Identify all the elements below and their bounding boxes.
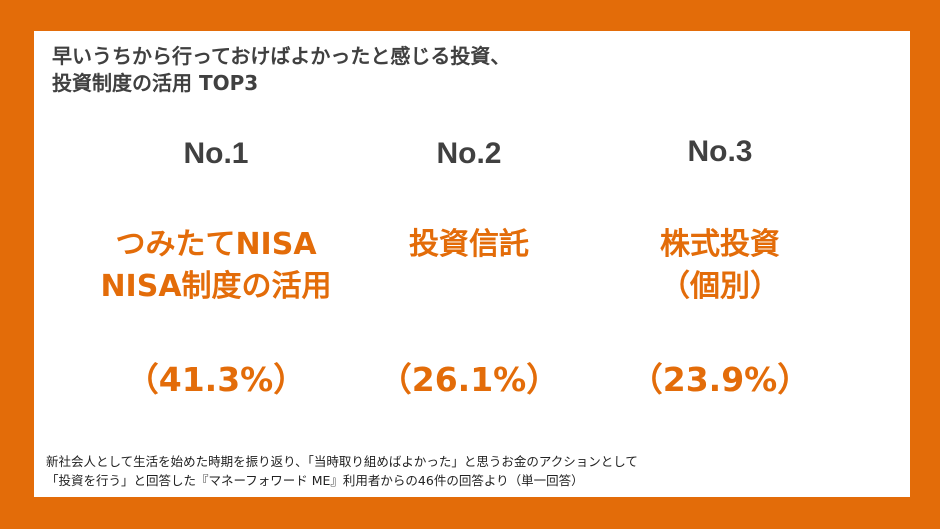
title-line-1: 早いうちから行っておけばよかったと感じる投資、 bbox=[52, 44, 511, 68]
rank-item-name-line-1: 株式投資 bbox=[660, 227, 780, 262]
title-line-2: 投資制度の活用 TOP3 bbox=[52, 71, 259, 95]
rank-item-name-line-1: 投資信託 bbox=[409, 227, 529, 262]
rank-number: No.1 bbox=[183, 137, 249, 170]
rank-item-name-line-1: つみたてNISA bbox=[115, 227, 317, 262]
survey-note-line-2: 「投資を行う」と回答した『マネーフォワード ME』利用者からの46件の回答より（… bbox=[46, 473, 584, 488]
rank-item-name-line-2: （個別） bbox=[660, 269, 780, 304]
rank-number: No.2 bbox=[436, 137, 502, 170]
rank-item-name: 株式投資 （個別） bbox=[575, 224, 865, 308]
rank-item-name-line-2: NISA制度の活用 bbox=[100, 269, 332, 304]
rank-item-name: つみたてNISA NISA制度の活用 bbox=[71, 224, 361, 308]
rank-percent: （26.1%） bbox=[378, 360, 560, 399]
survey-note-line-1: 新社会人として生活を始めた時期を振り返り、「当時取り組めばよかった」と思うお金の… bbox=[46, 454, 638, 469]
survey-note: 新社会人として生活を始めた時期を振り返り、「当時取り組めばよかった」と思うお金の… bbox=[46, 452, 638, 490]
rank-percent: （23.9%） bbox=[629, 360, 811, 399]
page-title: 早いうちから行っておけばよかったと感じる投資、 投資制度の活用 TOP3 bbox=[52, 43, 510, 97]
rank-number: No.3 bbox=[687, 135, 753, 168]
rank-item-name: 投資信託 bbox=[324, 224, 614, 266]
rank-percent: （41.3%） bbox=[125, 360, 307, 399]
content-card: 早いうちから行っておけばよかったと感じる投資、 投資制度の活用 TOP3 No.… bbox=[34, 31, 910, 497]
